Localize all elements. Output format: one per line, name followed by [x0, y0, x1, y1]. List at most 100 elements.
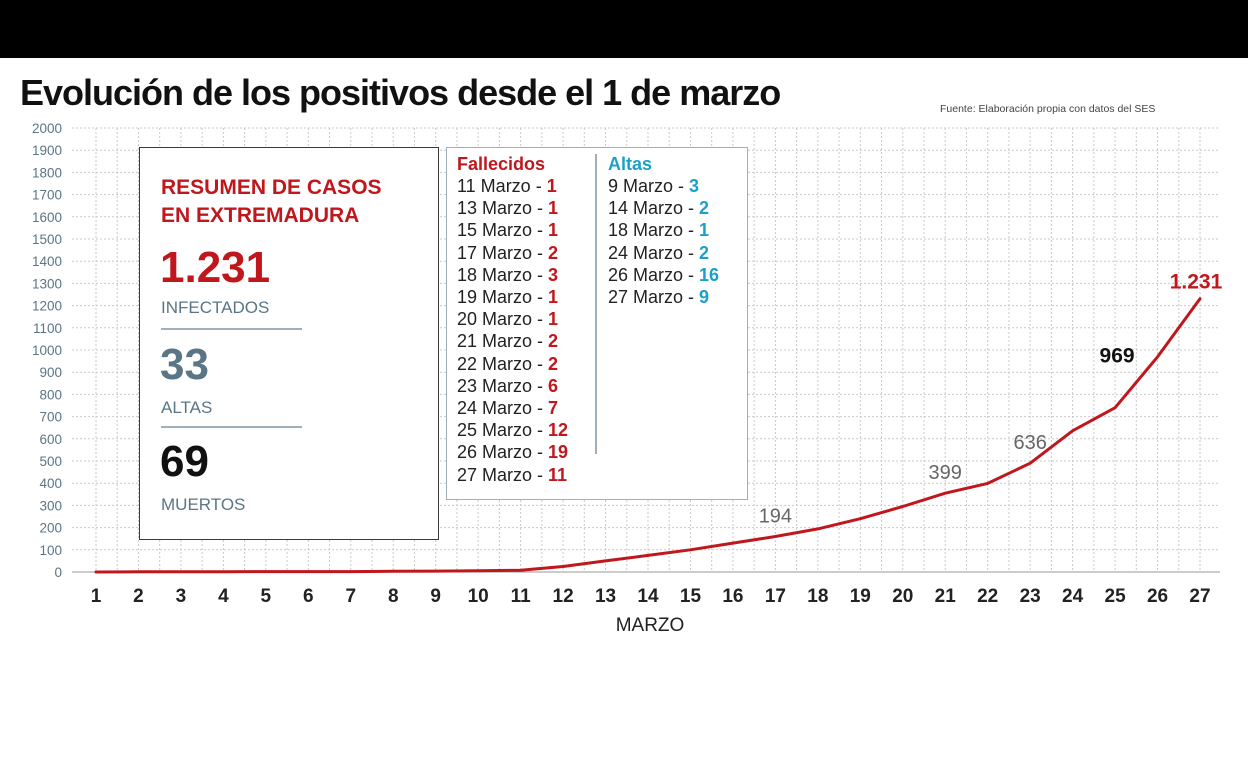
fallecidos-row: 26 Marzo - 19: [457, 441, 568, 463]
y-tick-label: 1100: [33, 321, 62, 336]
fallecidos-date: 20 Marzo -: [457, 309, 549, 330]
summary-divider: [161, 426, 302, 428]
fallecidos-row: 11 Marzo - 1: [457, 175, 568, 197]
source-note: Fuente: Elaboración propia con datos del…: [940, 103, 1156, 115]
summary-divider: [161, 328, 302, 330]
muertos-label: MUERTOS: [161, 495, 246, 514]
fallecidos-count: 1: [548, 198, 559, 219]
x-tick-label: 19: [850, 586, 871, 607]
data-point: [94, 570, 98, 574]
fallecidos-date: 19 Marzo -: [457, 287, 549, 308]
fallecidos-count: 2: [548, 353, 559, 374]
fallecidos-row: 25 Marzo - 12: [457, 419, 568, 441]
fallecidos-date: 21 Marzo -: [457, 331, 549, 352]
x-tick-label: 24: [1062, 586, 1084, 607]
x-tick-label: 8: [388, 586, 399, 607]
y-tick-label: 1900: [32, 143, 62, 158]
fallecidos-date: 22 Marzo -: [457, 353, 549, 374]
fallecidos-count: 2: [548, 331, 559, 352]
x-tick-label: 10: [468, 586, 489, 607]
altas-date: 24 Marzo -: [608, 242, 700, 263]
fallecidos-row: 18 Marzo - 3: [457, 264, 568, 286]
fallecidos-count: 1: [546, 176, 557, 196]
y-tick-label: 900: [39, 365, 62, 380]
altas-count: 2: [699, 242, 710, 263]
data-label: 1.231: [1170, 271, 1223, 294]
x-tick-label: 25: [1105, 586, 1127, 607]
altas-count: 2: [699, 198, 710, 219]
y-tick-label: 600: [39, 432, 62, 447]
x-tick-label: 23: [1020, 586, 1041, 607]
list-divider: [595, 154, 597, 454]
fallecidos-count: 1: [548, 287, 559, 308]
altas-date: 14 Marzo -: [608, 198, 700, 219]
data-point: [731, 541, 735, 545]
x-tick-label: 2: [133, 586, 144, 607]
x-tick-label: 21: [935, 586, 957, 607]
altas-row: 27 Marzo - 9: [608, 286, 719, 308]
x-tick-label: 15: [680, 586, 702, 607]
y-tick-label: 100: [39, 543, 62, 558]
data-point: [222, 570, 225, 573]
data-point: [1198, 297, 1202, 300]
fallecidos-count: 6: [548, 375, 559, 396]
altas-date: 27 Marzo -: [608, 287, 700, 308]
data-point: [307, 570, 310, 573]
fallecidos-row: 13 Marzo - 1: [457, 197, 568, 219]
fallecidos-row: 15 Marzo - 1: [457, 219, 568, 241]
data-point: [476, 569, 480, 572]
x-tick-label: 16: [722, 586, 743, 607]
y-tick-label: 1400: [32, 254, 62, 269]
data-point: [1156, 355, 1159, 359]
fallecidos-row: 22 Marzo - 2: [457, 353, 568, 375]
x-tick-label: 11: [511, 586, 532, 607]
infectados-label: INFECTADOS: [161, 298, 270, 317]
altas-row: 26 Marzo - 16: [608, 264, 719, 286]
fallecidos-row: 27 Marzo - 11: [457, 464, 568, 486]
data-point: [561, 565, 565, 568]
fallecidos-date: 13 Marzo -: [457, 198, 549, 219]
fallecidos-row: 24 Marzo - 7: [457, 397, 568, 419]
data-label: 636: [1013, 432, 1046, 454]
fallecidos-count: 2: [548, 242, 559, 263]
data-point: [604, 559, 607, 563]
altas-row: 9 Marzo - 3: [608, 175, 719, 197]
fallecidos-date: 24 Marzo -: [457, 398, 549, 419]
data-point: [986, 482, 989, 485]
x-tick-label: 27: [1189, 586, 1210, 607]
y-tick-label: 800: [39, 387, 62, 402]
altas-row: 24 Marzo - 2: [608, 242, 719, 264]
x-tick-label: 17: [765, 586, 786, 607]
altas-list: 9 Marzo - 3 14 Marzo - 2 18 Marzo - 1 24 Ma…: [608, 175, 719, 308]
y-tick-label: 1300: [32, 276, 62, 291]
x-axis-ticks: 1 2 3 4 5 6 7 8 9 10 11 12 13 14 15 16 17 18 19 20 21 22 23 24 2…: [91, 586, 1211, 607]
fallecidos-count: 7: [548, 398, 559, 419]
data-point: [434, 569, 437, 573]
data-point: [901, 505, 904, 508]
fallecidos-row: 21 Marzo - 2: [457, 330, 568, 352]
altas-row: 14 Marzo - 2: [608, 197, 719, 219]
data-point: [816, 527, 820, 531]
muertos-value: 69: [160, 437, 209, 486]
summary-heading-line1: RESUMEN DE CASOS: [161, 176, 382, 199]
data-label: 969: [1100, 345, 1135, 368]
fallecidos-title: Fallecidos: [457, 154, 546, 174]
fallecidos-column: Fallecidos 11 Marzo - 1 13 Marzo - 1 15 Ma…: [457, 154, 568, 486]
fallecidos-row: 20 Marzo - 1: [457, 308, 568, 330]
y-tick-label: 1700: [32, 188, 62, 203]
x-tick-label: 6: [303, 586, 314, 607]
fallecidos-date: 15 Marzo -: [457, 220, 549, 241]
altas-count: 9: [699, 287, 710, 308]
fallecidos-count: 11: [548, 464, 568, 485]
y-tick-label: 2000: [32, 121, 62, 136]
data-point: [1028, 462, 1032, 465]
y-tick-label: 400: [39, 476, 62, 491]
x-axis-label: MARZO: [616, 615, 685, 636]
x-tick-label: 12: [553, 586, 574, 607]
fallecidos-date: 26 Marzo -: [457, 442, 549, 463]
fallecidos-date: 11 Marzo -: [457, 176, 547, 196]
y-tick-label: 300: [39, 498, 62, 513]
data-label: 194: [759, 505, 792, 527]
y-tick-label: 1500: [32, 232, 62, 247]
top-black-bar: [0, 0, 1248, 58]
